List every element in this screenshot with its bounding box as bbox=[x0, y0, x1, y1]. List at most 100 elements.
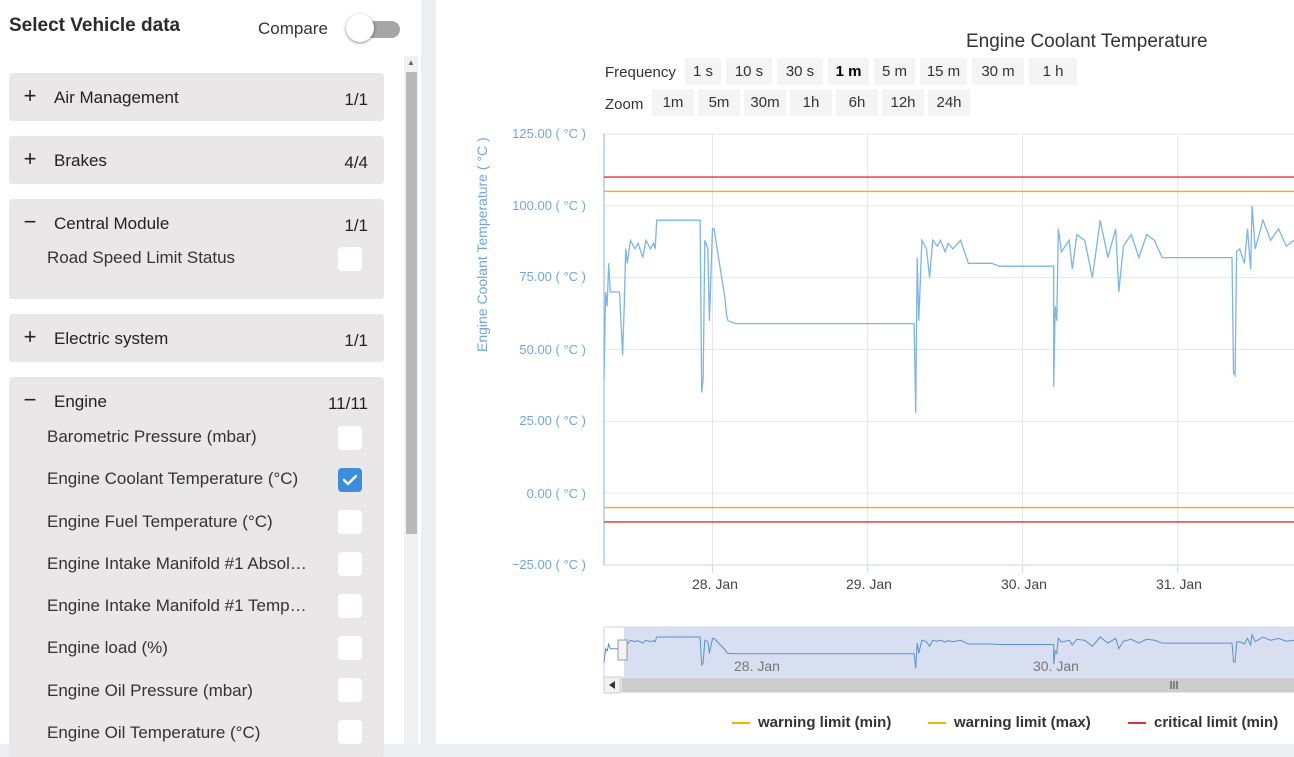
item-label: Engine Oil Pressure (mbar) bbox=[47, 681, 253, 700]
legend-warning-min[interactable]: warning limit (min) bbox=[732, 714, 891, 731]
zoom-button-30m[interactable]: 30m bbox=[744, 89, 786, 116]
item-checkbox[interactable] bbox=[338, 510, 362, 534]
series-line bbox=[603, 205, 1294, 413]
frequency-button-30s[interactable]: 30 s bbox=[777, 58, 823, 85]
group-count: 1/1 bbox=[344, 216, 368, 235]
zoom-button-5m[interactable]: 5m bbox=[698, 89, 740, 116]
legend-label: warning limit (max) bbox=[954, 714, 1091, 731]
navigator-x-label: 30. Jan bbox=[1033, 658, 1079, 674]
group-count: 1/1 bbox=[344, 90, 368, 109]
grip-icon bbox=[1170, 681, 1178, 689]
item-label: Barometric Pressure (mbar) bbox=[47, 427, 257, 446]
frequency-button-30m[interactable]: 30 m bbox=[972, 58, 1024, 85]
vehicle-data-panel: Select Vehicle data Compare ▲ + Air Mana… bbox=[0, 0, 421, 757]
frequency-button-1m[interactable]: 1 m bbox=[828, 58, 869, 85]
group-engine: − Engine 11/11 Barometric Pressure (mbar… bbox=[9, 377, 384, 757]
item-label: Engine Fuel Temperature (°C) bbox=[47, 512, 273, 531]
line-chart[interactable] bbox=[436, 0, 1294, 744]
group-header[interactable]: + Air Management 1/1 bbox=[9, 73, 384, 121]
limit-lines bbox=[604, 176, 1294, 523]
compare-label: Compare bbox=[258, 19, 328, 38]
chart-series[interactable] bbox=[603, 205, 1294, 413]
chart-panel: Engine Coolant Temperature Frequency 1 s… bbox=[436, 0, 1294, 744]
item-checkbox-checked[interactable] bbox=[338, 468, 362, 492]
group-header[interactable]: + Electric system 1/1 bbox=[9, 314, 384, 362]
item-label: Road Speed Limit Status bbox=[47, 248, 236, 267]
group-air-management[interactable]: + Air Management 1/1 bbox=[9, 73, 384, 121]
frequency-button-10s[interactable]: 10 s bbox=[726, 58, 772, 85]
legend-warning-max[interactable]: warning limit (max) bbox=[928, 714, 1091, 731]
legend-label: critical limit (min) bbox=[1154, 714, 1279, 731]
group-name: Central Module bbox=[54, 214, 170, 233]
navigator-x-label: 28. Jan bbox=[734, 658, 780, 674]
navigator-handle-left[interactable] bbox=[617, 639, 628, 661]
legend-swatch bbox=[1128, 722, 1146, 725]
item-label: Engine Coolant Temperature (°C) bbox=[47, 469, 299, 488]
compare-toggle[interactable] bbox=[346, 14, 400, 42]
panel-title: Select Vehicle data bbox=[9, 15, 181, 36]
y-tick-label: 125.00 ( °C ) bbox=[512, 126, 586, 141]
chart-title: Engine Coolant Temperature bbox=[966, 31, 1208, 52]
navigator-selection[interactable] bbox=[624, 627, 1294, 677]
collapse-minus-icon[interactable]: − bbox=[23, 209, 37, 234]
group-name: Air Management bbox=[54, 88, 179, 107]
expand-plus-icon[interactable]: + bbox=[23, 83, 37, 108]
scroll-thumb[interactable] bbox=[406, 72, 417, 534]
group-header[interactable]: − Engine 11/11 bbox=[9, 377, 384, 425]
y-tick-label: 100.00 ( °C ) bbox=[512, 198, 586, 213]
zoom-button-12h[interactable]: 12h bbox=[882, 89, 924, 116]
item-checkbox[interactable] bbox=[338, 636, 362, 660]
x-tick-label: 31. Jan bbox=[1156, 576, 1202, 592]
y-tick-label: −25.00 ( °C ) bbox=[511, 557, 586, 572]
frequency-button-15m[interactable]: 15 m bbox=[920, 58, 967, 85]
frequency-label: Frequency bbox=[605, 64, 676, 81]
collapse-minus-icon[interactable]: − bbox=[23, 387, 37, 412]
y-tick-label: 50.00 ( °C ) bbox=[519, 342, 586, 357]
y-tick-label: 75.00 ( °C ) bbox=[519, 269, 586, 284]
item-checkbox[interactable] bbox=[338, 247, 362, 271]
sidebar-scrollbar[interactable]: ▲ bbox=[404, 56, 418, 744]
item-checkbox[interactable] bbox=[338, 552, 362, 576]
legend-swatch bbox=[732, 722, 750, 725]
chart-grid bbox=[603, 133, 1294, 573]
item-label: Engine Intake Manifold #1 Absol… bbox=[47, 554, 307, 573]
frequency-button-1s[interactable]: 1 s bbox=[685, 58, 721, 85]
legend-critical-min[interactable]: critical limit (min) bbox=[1128, 714, 1278, 731]
group-header[interactable]: + Brakes 4/4 bbox=[9, 136, 384, 184]
item-checkbox[interactable] bbox=[338, 720, 362, 744]
group-central-module: − Central Module 1/1 Road Speed Limit St… bbox=[9, 199, 384, 299]
zoom-button-1h[interactable]: 1h bbox=[790, 89, 832, 116]
compare-toggle-knob bbox=[346, 14, 374, 42]
frequency-button-1h[interactable]: 1 h bbox=[1029, 58, 1077, 85]
group-count: 1/1 bbox=[344, 331, 368, 350]
navigator-series bbox=[603, 632, 1294, 669]
x-tick-label: 28. Jan bbox=[692, 576, 738, 592]
frequency-button-5m[interactable]: 5 m bbox=[874, 58, 915, 85]
item-checkbox[interactable] bbox=[338, 426, 362, 450]
item-checkbox[interactable] bbox=[338, 678, 362, 702]
checkmark-icon bbox=[342, 474, 358, 486]
group-name: Engine bbox=[54, 392, 107, 411]
navigator-scroll-thumb[interactable] bbox=[622, 678, 1294, 692]
legend-swatch bbox=[928, 722, 946, 725]
zoom-button-24h[interactable]: 24h bbox=[928, 89, 970, 116]
navigator-line bbox=[603, 632, 1294, 669]
group-electric-system[interactable]: + Electric system 1/1 bbox=[9, 314, 384, 362]
group-header[interactable]: − Central Module 1/1 bbox=[9, 199, 384, 247]
item-label: Engine load (%) bbox=[47, 638, 168, 657]
zoom-button-6h[interactable]: 6h bbox=[836, 89, 878, 116]
legend-label: warning limit (min) bbox=[758, 714, 892, 731]
zoom-button-1m[interactable]: 1m bbox=[652, 89, 694, 116]
item-label: Engine Oil Temperature (°C) bbox=[47, 723, 261, 742]
scroll-up-arrow-icon[interactable]: ▲ bbox=[407, 58, 415, 67]
item-checkbox[interactable] bbox=[338, 594, 362, 618]
group-brakes[interactable]: + Brakes 4/4 bbox=[9, 136, 384, 184]
zoom-label: Zoom bbox=[605, 96, 644, 113]
y-tick-label: 0.00 ( °C ) bbox=[526, 486, 586, 501]
x-tick-label: 30. Jan bbox=[1001, 576, 1047, 592]
scroll-left-arrow-icon bbox=[609, 681, 615, 689]
group-count: 4/4 bbox=[344, 153, 368, 172]
navigator[interactable] bbox=[603, 626, 1294, 694]
expand-plus-icon[interactable]: + bbox=[23, 324, 37, 349]
expand-plus-icon[interactable]: + bbox=[23, 146, 37, 171]
